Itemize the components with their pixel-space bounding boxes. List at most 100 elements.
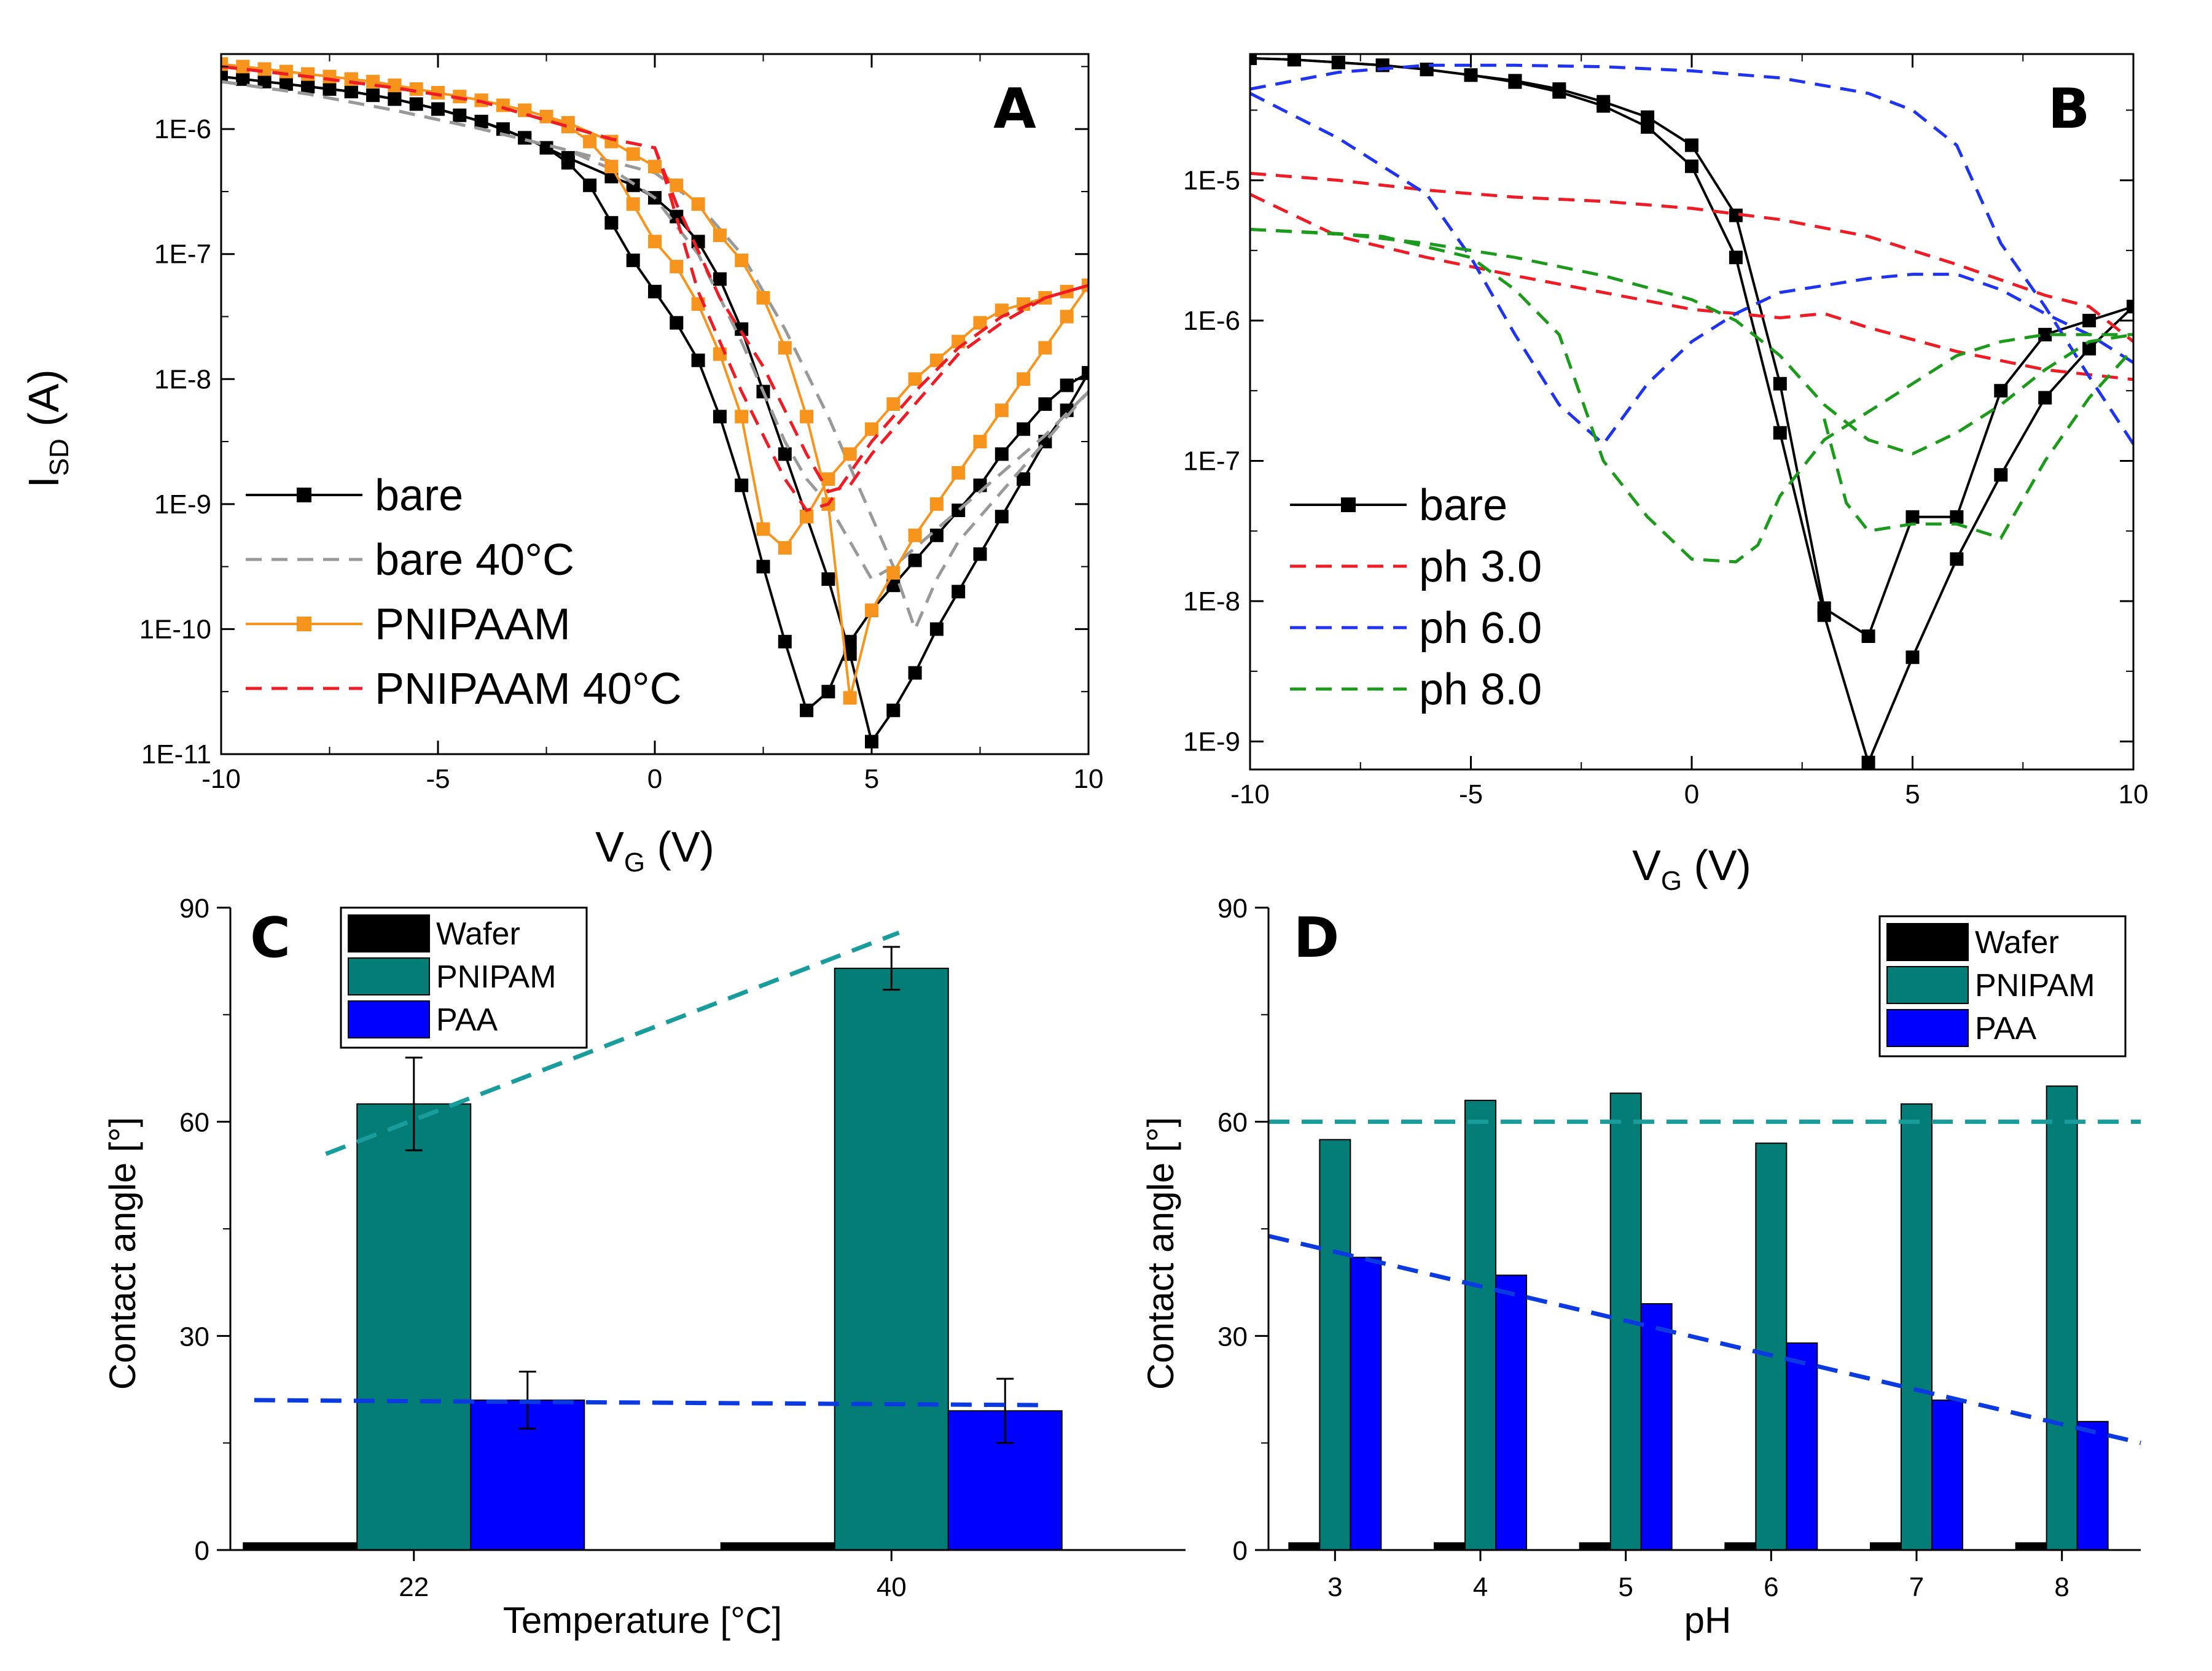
data-point-0-1-3 xyxy=(301,79,315,93)
bar-pnipam-7 xyxy=(1901,1103,1933,1551)
data-point-0-1-16 xyxy=(1950,510,1964,524)
data-point-0-0-38 xyxy=(1038,397,1052,411)
y-tick-label: 1E-8 xyxy=(1183,586,1240,617)
y-axis-label: Contact angle [°] xyxy=(102,1117,143,1390)
data-point-0-1-13 xyxy=(670,209,684,224)
y-tick-label: 1E-7 xyxy=(154,240,211,270)
data-point-0-0-18 xyxy=(2038,391,2052,405)
data-point-2-1-0 xyxy=(221,57,228,71)
x-tick-label: 4 xyxy=(1473,1572,1488,1602)
data-point-2-0-35 xyxy=(973,316,987,330)
y-tick-label: 0 xyxy=(1233,1536,1248,1566)
data-point-0-1-16 xyxy=(735,322,749,336)
data-point-0-1-23 xyxy=(886,703,901,717)
y-tick-label: 1E-5 xyxy=(1183,166,1240,196)
data-point-2-0-32 xyxy=(908,372,922,386)
data-point-2-1-27 xyxy=(995,403,1009,418)
x-tick-label: 5 xyxy=(1618,1572,1633,1602)
data-point-2-0-26 xyxy=(778,541,792,555)
data-point-0-0-24 xyxy=(735,478,749,493)
data-point-0-1-20 xyxy=(821,572,835,586)
data-point-0-0-23 xyxy=(713,410,727,424)
data-point-0-0-16 xyxy=(1950,552,1964,566)
legend-label: ph 6.0 xyxy=(1419,604,1542,653)
data-point-0-1-2 xyxy=(1331,55,1345,69)
bar-wafer-40 xyxy=(720,1542,835,1551)
data-point-2-1-16 xyxy=(756,290,770,305)
legend-label: Wafer xyxy=(1975,925,2059,960)
data-point-0-1-17 xyxy=(1994,384,2008,398)
data-point-2-1-17 xyxy=(778,341,792,355)
data-point-2-1-4 xyxy=(388,78,402,92)
panel-c-bars xyxy=(243,946,1063,1551)
x-axis-label: pH xyxy=(1684,1600,1732,1641)
x-tick-label: 3 xyxy=(1327,1572,1342,1602)
y-tick-label: 0 xyxy=(195,1536,209,1566)
data-point-0-1-15 xyxy=(1905,510,1920,524)
legend-swatch xyxy=(348,957,430,995)
data-point-0-1-24 xyxy=(908,666,922,680)
bar-paa-7 xyxy=(1931,1399,1963,1551)
data-point-0-0-36 xyxy=(995,447,1009,461)
data-point-2-1-1 xyxy=(257,62,272,76)
data-point-2-1-23 xyxy=(908,528,922,542)
data-point-2-0-24 xyxy=(735,410,749,424)
bar-pnipam-4 xyxy=(1464,1099,1496,1551)
x-tick-label: 40 xyxy=(877,1572,907,1602)
y-tick-label: 30 xyxy=(1217,1322,1248,1352)
data-point-0-1-9 xyxy=(1641,110,1655,124)
series-line-3-branch-1 xyxy=(221,64,1088,494)
y-tick-label: 1E-6 xyxy=(154,114,211,144)
x-tick-label: 5 xyxy=(1905,779,1920,809)
y-axis-label: ISD (A) xyxy=(20,369,74,488)
data-point-0-0-17 xyxy=(1994,468,2008,482)
x-tick-label: 7 xyxy=(1909,1572,1924,1602)
data-point-0-1-27 xyxy=(973,547,987,561)
panel-a-plot-frame xyxy=(220,53,1090,755)
series-line-2-branch-1 xyxy=(1250,92,2133,446)
x-axis-label: VG (V) xyxy=(1632,841,1751,896)
data-point-0-1-15 xyxy=(713,272,727,286)
y-tick-label: 1E-10 xyxy=(139,614,211,644)
data-point-0-1-0 xyxy=(1250,54,1257,65)
data-point-0-1-18 xyxy=(778,447,792,461)
data-point-0-0-33 xyxy=(929,528,944,542)
x-axis-label: VG (V) xyxy=(595,823,714,878)
bar-pnipam-6 xyxy=(1755,1142,1788,1551)
data-point-0-0-39 xyxy=(1060,378,1074,392)
data-point-0-0-25 xyxy=(756,559,770,574)
data-point-0-0-14 xyxy=(1861,755,1875,769)
panel-letter: D xyxy=(1294,906,1340,970)
panel-a-series xyxy=(221,57,1088,749)
legend-label: PAA xyxy=(436,1002,498,1038)
data-point-0-1-9 xyxy=(561,150,575,165)
data-point-2-0-31 xyxy=(886,397,901,411)
legend-swatch xyxy=(348,914,430,952)
series-line-3-branch-0 xyxy=(221,64,1088,512)
legend-marker xyxy=(297,617,311,631)
data-point-0-1-32 xyxy=(1082,366,1088,380)
bar-wafer-4 xyxy=(1434,1542,1466,1551)
bar-wafer-7 xyxy=(1870,1542,1902,1551)
x-tick-label: 8 xyxy=(2054,1572,2069,1602)
data-point-2-1-21 xyxy=(865,603,878,617)
x-tick-label: 0 xyxy=(1684,779,1699,809)
y-tick-label: 1E-7 xyxy=(1183,446,1240,476)
legend-swatch xyxy=(348,1000,430,1038)
y-tick-label: 30 xyxy=(179,1322,209,1352)
bar-pnipam-8 xyxy=(2046,1085,2078,1551)
panel-a: -10 -5 0 5 10 1E-11 1E-10 1E-9 1E-8 1E-7 1E-6 VG (V… xyxy=(20,54,1103,878)
legend-label: PNIPAM xyxy=(436,959,557,995)
data-point-0-0-22 xyxy=(691,353,705,367)
data-point-0-0-11 xyxy=(1729,251,1743,265)
data-point-2-0-20 xyxy=(648,235,662,249)
legend-label: bare xyxy=(375,471,463,520)
legend-swatch xyxy=(1886,966,1969,1004)
bar-paa-6 xyxy=(1786,1342,1818,1551)
data-point-0-0-18 xyxy=(604,216,619,230)
x-tick-label: -10 xyxy=(1230,779,1270,809)
bar-wafer-8 xyxy=(2015,1542,2047,1551)
data-point-0-1-8 xyxy=(1596,95,1611,109)
data-point-2-1-29 xyxy=(1038,341,1052,355)
